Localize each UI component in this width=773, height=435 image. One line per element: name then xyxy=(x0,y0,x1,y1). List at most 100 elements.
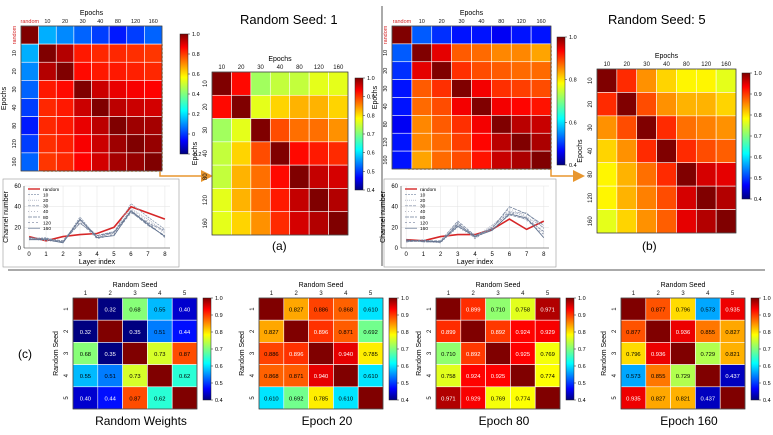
heatmap-cell xyxy=(231,141,252,166)
heatmap-cell xyxy=(391,25,413,45)
x-tick-label: 30 xyxy=(459,19,465,25)
cell-value-label: 0.971 xyxy=(540,308,555,314)
heatmap-cell xyxy=(144,61,163,81)
heatmap-cell xyxy=(231,71,252,96)
y-tick-label: 2 xyxy=(64,329,70,333)
heatmap-cell xyxy=(20,61,39,81)
y-tick-label: 0 xyxy=(18,246,22,252)
x-axis-label: Random Seed xyxy=(661,282,706,289)
heatmap-cell xyxy=(510,132,532,152)
colorbar-tick-label: 0.6 xyxy=(215,364,223,370)
colorbar-tick-label: 0.4 xyxy=(578,398,586,404)
y-tick-label: 3 xyxy=(64,351,70,355)
x-tick-label: 120 xyxy=(131,19,140,25)
heatmap-cell xyxy=(308,211,329,236)
x-tick-label: 3 xyxy=(78,252,82,258)
heatmap-cell xyxy=(55,61,75,81)
colorbar xyxy=(750,297,760,401)
x-tick-label: 40 xyxy=(277,65,284,71)
cell-value-label: 0.855 xyxy=(651,374,666,380)
x-tick-label: 2 xyxy=(109,291,113,297)
heatmap-frame xyxy=(20,25,163,172)
colorbar-tick-label: 0 xyxy=(192,132,195,138)
seed5-zoom-arrow xyxy=(550,169,585,182)
heatmap-cell xyxy=(471,79,492,98)
heatmap-cell xyxy=(451,25,472,45)
x-tick-label: 80 xyxy=(683,62,690,68)
cell-value-label: 0.925 xyxy=(491,374,506,380)
y-tick-label: 160 xyxy=(12,157,18,166)
heatmap-cell xyxy=(231,164,252,189)
colorbar-tick-label: 0.6 xyxy=(367,151,375,157)
heatmap-cell xyxy=(144,80,163,99)
heatmap-cell xyxy=(596,162,618,187)
heatmap-cell xyxy=(676,209,697,234)
heatmap-cell xyxy=(91,61,110,81)
cell-value-label: 0.821 xyxy=(725,352,740,358)
heatmap-cell xyxy=(20,25,39,45)
heatmap-cell xyxy=(391,132,413,152)
x-tick-label: 160 xyxy=(536,19,545,25)
heatmap-cell xyxy=(144,116,163,136)
colorbar-tick-label: 0.8 xyxy=(215,330,223,336)
heatmap-cell xyxy=(411,150,433,170)
x-tick-label: 4 xyxy=(473,252,477,258)
heatmap-cell xyxy=(530,150,552,170)
cell-value-label: 0.935 xyxy=(725,308,740,314)
heatmap-cell xyxy=(250,141,271,166)
x-tick-label: 0 xyxy=(27,252,31,258)
heatmap-cell xyxy=(126,43,145,63)
heatmap-cell xyxy=(636,115,657,140)
heatmap-cell xyxy=(715,185,737,210)
seed-epoch-20-heatmap: 0.827 0.886 0.868 0.610 0.827 0.896 0.871 0.692… xyxy=(239,282,409,428)
x-tick-label: 120 xyxy=(314,65,325,71)
x-tick-label: 5 xyxy=(491,252,495,258)
y-axis-label: Epochs xyxy=(577,139,584,163)
y-tick-label: 20 xyxy=(12,68,18,74)
heatmap-cell xyxy=(108,25,128,45)
heatmap-cell xyxy=(73,116,92,136)
heatmap-cell xyxy=(616,138,638,164)
cell-value-label: 0.758 xyxy=(441,374,456,380)
heatmap-cell xyxy=(269,141,291,166)
cell-value-label: 0.44 xyxy=(105,396,117,402)
y-tick-label: 5 xyxy=(250,396,256,400)
heatmap-cell xyxy=(510,97,532,116)
x-tick-label: 6 xyxy=(129,252,133,258)
cell-value-label: 0.855 xyxy=(701,330,716,336)
legend-label: 10 xyxy=(43,192,49,198)
heatmap-cell xyxy=(471,132,492,152)
y-axis-label: Channel number xyxy=(3,190,10,242)
x-tick-label: 2 xyxy=(61,252,65,258)
cell-value-label: 0.35 xyxy=(105,352,116,358)
colorbar-tick-label: 0.4 xyxy=(401,398,409,404)
colorbar-tick-label: 1.0 xyxy=(401,296,409,302)
heatmap-cell xyxy=(411,25,433,45)
cell-value-label: 0.62 xyxy=(179,374,190,380)
cell-value-label: 0.769 xyxy=(491,396,506,402)
y-tick-label: 60 xyxy=(14,184,21,190)
heatmap-cell xyxy=(435,297,462,321)
heatmap-cell xyxy=(328,71,349,96)
legend-label: 80 xyxy=(420,215,426,221)
y-tick-label: 30 xyxy=(383,86,389,92)
y-tick-label: 40 xyxy=(203,150,209,157)
heatmap-cell xyxy=(269,118,291,143)
heatmap-cell xyxy=(55,116,75,136)
heatmap-cell xyxy=(231,94,252,119)
x-tick-label: 80 xyxy=(115,19,121,25)
y-tick-label: 20 xyxy=(14,225,21,231)
heatmap-cell xyxy=(411,43,433,63)
y-tick-label: 10 xyxy=(588,77,594,84)
heatmap-cell xyxy=(530,25,552,45)
heatmap-cell xyxy=(530,79,552,98)
cell-value-label: 0.868 xyxy=(264,374,279,380)
heatmap-cell xyxy=(211,211,232,236)
cell-value-label: 0.936 xyxy=(651,352,666,358)
heatmap-frame xyxy=(258,297,384,410)
heatmap-cell xyxy=(20,116,39,136)
cell-value-label: 0.971 xyxy=(441,396,456,402)
heatmap-cell xyxy=(719,386,746,410)
heatmap-caption: Random Weights xyxy=(95,414,187,428)
